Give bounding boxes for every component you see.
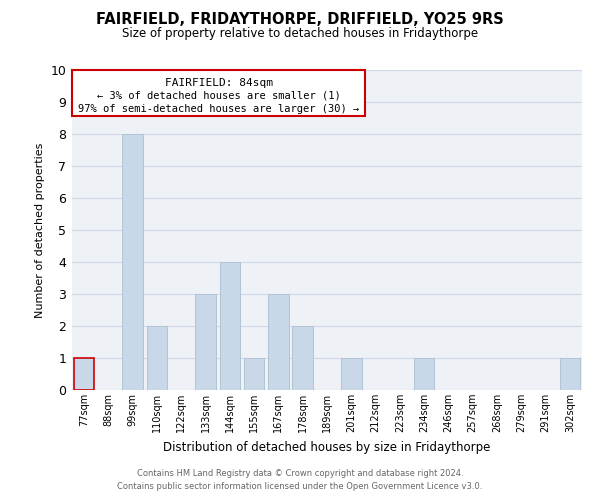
Text: FAIRFIELD, FRIDAYTHORPE, DRIFFIELD, YO25 9RS: FAIRFIELD, FRIDAYTHORPE, DRIFFIELD, YO25… [96,12,504,28]
Bar [560,358,580,390]
Bar [341,358,362,390]
Bar [268,294,289,390]
Bar [244,358,265,390]
Text: Size of property relative to detached houses in Fridaythorpe: Size of property relative to detached ho… [122,28,478,40]
Bar [74,358,94,390]
Text: Contains HM Land Registry data © Crown copyright and database right 2024.
Contai: Contains HM Land Registry data © Crown c… [118,469,482,491]
X-axis label: Distribution of detached houses by size in Fridaythorpe: Distribution of detached houses by size … [163,440,491,454]
Bar [414,358,434,390]
Text: FAIRFIELD: 84sqm: FAIRFIELD: 84sqm [164,78,272,88]
Text: 97% of semi-detached houses are larger (30) →: 97% of semi-detached houses are larger (… [78,104,359,114]
Bar [122,134,143,390]
FancyBboxPatch shape [72,70,365,116]
Bar [292,326,313,390]
Text: ← 3% of detached houses are smaller (1): ← 3% of detached houses are smaller (1) [97,91,341,101]
Y-axis label: Number of detached properties: Number of detached properties [35,142,45,318]
Bar [146,326,167,390]
Bar [195,294,216,390]
Bar [220,262,240,390]
